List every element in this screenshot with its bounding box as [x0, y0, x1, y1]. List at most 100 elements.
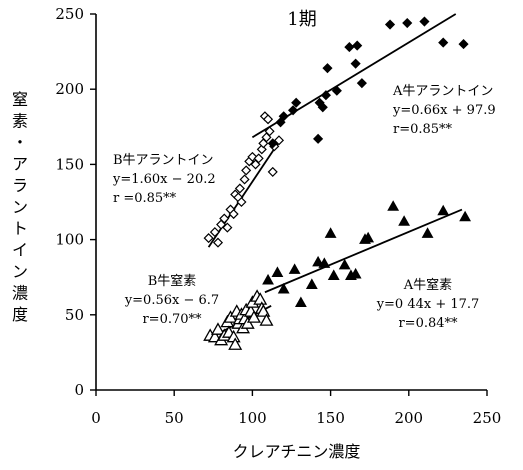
y-tick-label: 250: [55, 5, 84, 23]
point-a-nitrogen: [294, 296, 307, 308]
x-tick-label: 250: [473, 409, 502, 427]
x-tick-label: 100: [238, 409, 267, 427]
point-a-allantoin: [344, 42, 355, 53]
x-axis-title: クレアチニン濃度: [233, 442, 361, 461]
point-b-allantoin: [212, 237, 224, 248]
annotation-a-allantoin-line: y=0.66x + 97.9: [392, 103, 496, 118]
annotations: B牛アラントイン y=1.60x − 20.2 r =0.85** A牛アラントイン y…: [112, 84, 496, 331]
point-a-nitrogen: [271, 266, 284, 277]
annotation-b-nitrogen-line: B牛窒素: [148, 273, 197, 289]
y-tick-label: 200: [55, 80, 84, 98]
x-tick-label: 0: [91, 409, 101, 427]
annotation-a-nitrogen-line: A牛窒素: [403, 277, 452, 293]
point-a-allantoin: [331, 85, 342, 96]
point-b-allantoin: [209, 227, 220, 238]
annotation-b-nitrogen-line: r=0.70**: [142, 312, 202, 327]
y-axis-title-char: ア: [12, 155, 28, 174]
point-b-allantoin: [253, 153, 264, 164]
y-axis-title-char: ン: [12, 198, 28, 217]
point-b-allantoin: [241, 165, 252, 176]
annotation-a-allantoin-line: A牛アラントイン: [392, 84, 493, 99]
chart-title: 1期: [287, 9, 316, 30]
y-axis-title-char: ト: [12, 219, 28, 238]
point-b-allantoin: [239, 174, 250, 185]
point-b-allantoin: [262, 114, 274, 125]
y-axis-title-char: 素: [12, 112, 28, 131]
point-a-nitrogen: [362, 231, 375, 243]
annotation-b-nitrogen-line: y=0.56x − 6.7: [124, 293, 219, 308]
point-a-nitrogen: [318, 257, 331, 268]
point-b-allantoin: [264, 126, 275, 137]
point-b-allantoin: [236, 196, 247, 208]
y-axis-title-char: 窒: [12, 90, 28, 109]
point-a-nitrogen: [398, 215, 411, 226]
point-b-allantoin: [273, 135, 285, 146]
point-a-nitrogen: [338, 258, 351, 270]
point-b-nitrogen: [210, 322, 225, 335]
point-b-nitrogen: [223, 310, 238, 323]
point-a-allantoin: [320, 90, 331, 101]
y-axis-title-char: ・: [12, 133, 28, 152]
data-points: [203, 16, 472, 350]
point-a-allantoin: [267, 138, 278, 149]
annotation-b-allantoin-line: y=1.60x − 20.2: [112, 172, 216, 187]
point-a-allantoin: [350, 58, 361, 69]
point-b-nitrogen: [240, 316, 255, 329]
point-a-nitrogen: [277, 282, 290, 294]
point-b-allantoin: [267, 166, 278, 177]
point-a-nitrogen: [349, 267, 362, 279]
point-a-allantoin: [402, 17, 413, 29]
y-axis-title-char: ン: [12, 262, 28, 281]
point-b-allantoin: [203, 233, 214, 244]
point-b-nitrogen: [228, 337, 243, 350]
point-a-allantoin: [356, 78, 367, 89]
annotation-b-allantoin-line: B牛アラントイン: [113, 153, 214, 168]
point-a-nitrogen: [312, 255, 324, 267]
point-a-allantoin: [352, 40, 363, 51]
point-a-nitrogen: [262, 273, 274, 285]
point-b-allantoin: [219, 213, 230, 224]
point-b-nitrogen: [246, 310, 261, 323]
point-b-allantoin: [222, 222, 233, 233]
axes: 0 50 100 150 200 250 0 50 100 150 200 250 1期クレアチニン濃度…: [12, 5, 501, 461]
point-a-allantoin: [278, 111, 289, 122]
x-tick-label: 50: [165, 409, 184, 427]
y-axis-title-char: ラ: [12, 176, 28, 195]
point-a-nitrogen: [387, 200, 400, 211]
x-tick-label: 200: [394, 409, 423, 427]
fit-line-b-allantoin: [207, 141, 280, 248]
point-a-nitrogen: [421, 227, 434, 238]
point-a-allantoin: [384, 19, 396, 30]
annotation-b-allantoin-line: r =0.85**: [113, 191, 177, 206]
y-tick-label: 50: [65, 306, 84, 324]
point-b-allantoin: [228, 208, 239, 220]
y-tick-label: 100: [55, 231, 84, 249]
point-a-allantoin: [322, 63, 333, 74]
y-tick-label: 0: [74, 381, 84, 399]
point-a-nitrogen: [305, 278, 318, 289]
point-b-allantoin: [234, 183, 245, 194]
point-a-allantoin: [419, 16, 430, 27]
annotation-a-nitrogen-line: r=0.84**: [398, 316, 458, 331]
point-a-allantoin: [438, 37, 449, 48]
point-a-nitrogen: [437, 204, 450, 216]
x-tick-label: 150: [316, 409, 345, 427]
y-axis-title-char: イ: [12, 241, 28, 260]
point-a-nitrogen: [327, 269, 340, 280]
y-axis-title-char: 濃: [12, 284, 28, 303]
point-a-nitrogen: [324, 227, 337, 238]
point-a-allantoin: [291, 97, 302, 108]
point-b-nitrogen: [259, 313, 274, 326]
point-a-allantoin: [458, 39, 469, 50]
point-a-allantoin: [313, 133, 324, 144]
annotation-a-nitrogen-line: y=0 44x + 17.7: [376, 297, 480, 312]
point-b-nitrogen: [256, 304, 271, 317]
point-a-nitrogen: [459, 210, 472, 222]
y-axis-title-char: 度: [12, 305, 28, 324]
point-a-nitrogen: [288, 263, 301, 274]
point-a-allantoin: [287, 105, 299, 116]
point-a-allantoin: [317, 102, 328, 113]
annotation-a-allantoin-line: r=0.85**: [393, 122, 453, 137]
y-tick-label: 150: [55, 155, 84, 173]
